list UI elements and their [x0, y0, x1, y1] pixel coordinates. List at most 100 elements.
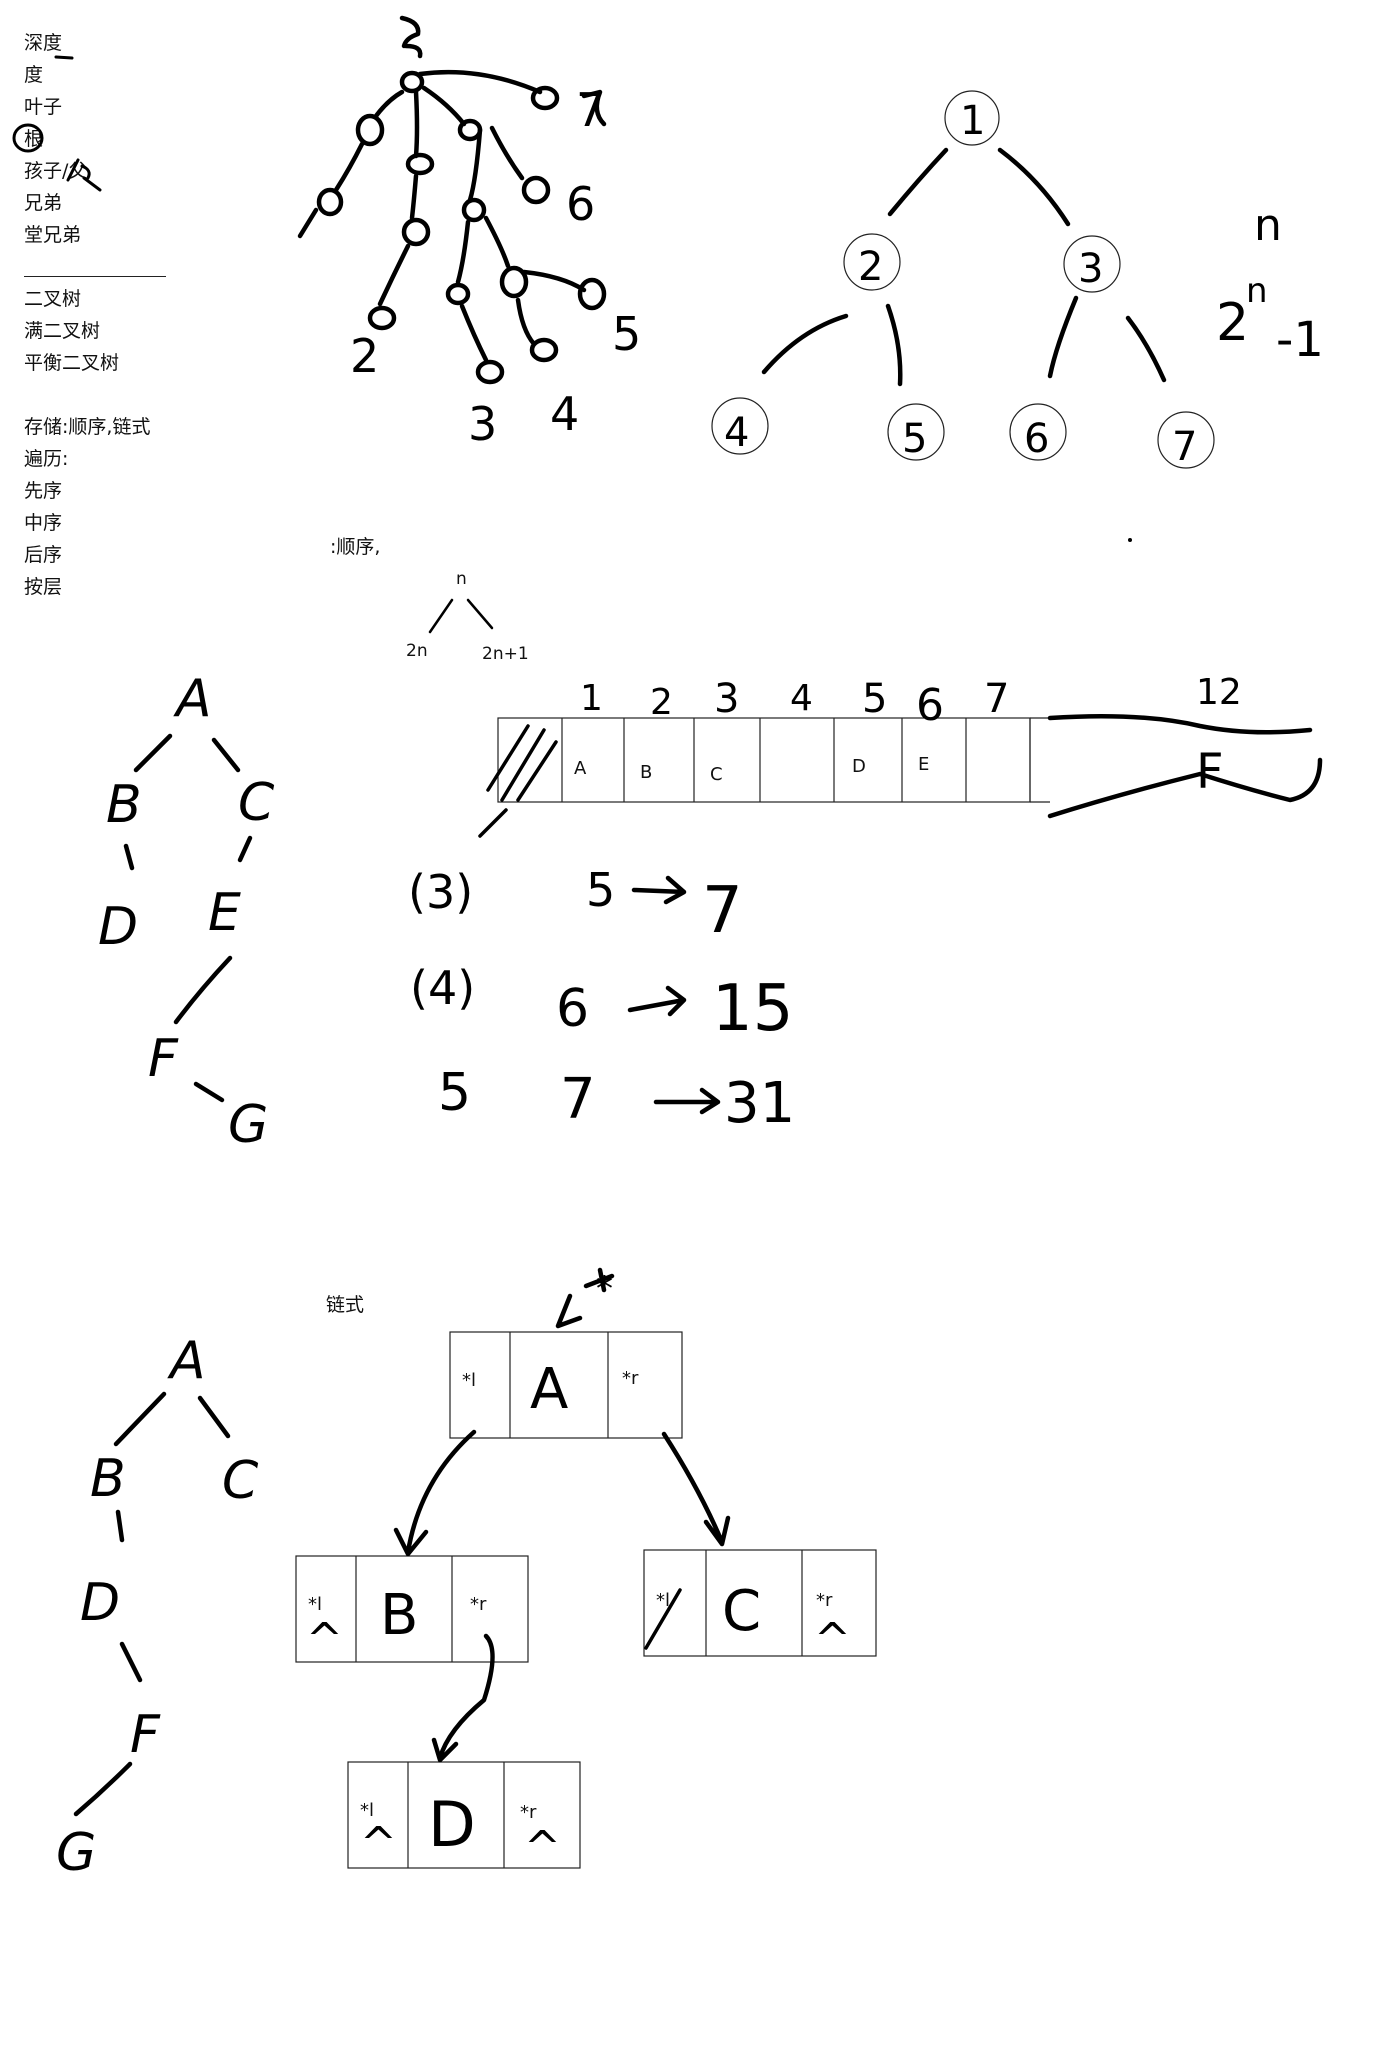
array-dividers: [561, 718, 1031, 802]
general-tree-edge: [409, 173, 419, 221]
array-slot0-hatch: [478, 724, 558, 838]
linked-node-A-value: A: [530, 1357, 568, 1422]
tree2-node-C: C: [222, 1451, 259, 1511]
general-tree-edge: [515, 297, 537, 347]
general-tree-node: [577, 277, 607, 311]
general-tree-mark: [581, 89, 607, 127]
general-tree-label-7: 7: [576, 83, 605, 137]
array-frame-extension: [1030, 717, 1050, 803]
linked-node-box: [295, 1555, 529, 1663]
formula-parent-n: n: [456, 569, 467, 589]
concept-leaf: 叶子: [24, 96, 63, 118]
parent-mark: [66, 158, 102, 192]
general-tree-node: [461, 197, 487, 223]
linked-node-dividers: [705, 1550, 803, 1656]
traversal-label: 遍历:: [24, 448, 69, 470]
general-tree-node: [367, 305, 397, 331]
tree2-node-A: A: [167, 1331, 206, 1391]
linked-node-B-value: B: [380, 1583, 418, 1648]
tree-node-circle: [711, 397, 769, 455]
linked-node-A-left: *l: [462, 1370, 476, 1391]
general-tree-root-letter: [399, 15, 423, 59]
array-cell-3: C: [710, 764, 723, 785]
formula-left-2n: 2n: [406, 641, 428, 661]
growth-to-3: 31: [724, 1071, 795, 1136]
full-tree-node-5: 5: [902, 416, 927, 462]
linked-label: 链式: [326, 1294, 365, 1316]
tree-edge: [123, 843, 135, 871]
general-tree-node: [521, 175, 551, 205]
tree-edge: [115, 1509, 125, 1543]
general-tree-node: [457, 118, 483, 142]
array-cell-1: A: [574, 758, 587, 779]
full-tree-node-2: 2: [858, 244, 883, 290]
linked-node-A-right: *r: [622, 1368, 639, 1389]
general-tree-label-2: 2: [350, 329, 379, 383]
array-value-F: F: [1196, 744, 1224, 800]
general-tree-edge: [413, 89, 420, 159]
linked-node-C-left: *l: [656, 1590, 670, 1611]
array-cell-5: D: [852, 756, 866, 777]
growth-from-1: 5: [586, 863, 615, 917]
stray-dot: [1128, 538, 1132, 542]
array-cell-2: B: [640, 762, 652, 783]
tree-edge: [885, 303, 903, 387]
tree-edge: [113, 1391, 167, 1447]
tree1-node-G: G: [228, 1095, 268, 1155]
growth-to-1: 7: [702, 874, 743, 948]
tree1-node-B: B: [106, 775, 142, 835]
pointer-mark: [555, 1267, 615, 1329]
linked-node-box: [347, 1761, 581, 1869]
general-tree-label-6: 6: [566, 177, 595, 231]
growth-level-2: (4): [410, 961, 475, 1015]
tree2-edges: [73, 1391, 231, 1817]
null-slash-mark: [644, 1588, 682, 1650]
general-tree-sketch: [297, 15, 607, 385]
full-binary-tree-label: 满二叉树: [24, 320, 101, 342]
general-tree-node: [405, 152, 435, 176]
null-mark-D-right: ^: [524, 1822, 561, 1873]
pointer-star: *: [596, 1269, 613, 1309]
tree-edge: [237, 835, 253, 863]
sequential-label: :顺序,: [330, 536, 381, 558]
general-tree-node: [529, 337, 559, 363]
growth-from-2: 6: [556, 979, 589, 1039]
general-tree-edge: [421, 85, 467, 127]
tree1-node-E: E: [208, 883, 241, 943]
tree-edge: [119, 1641, 143, 1683]
arrow-icon: [431, 1633, 495, 1763]
tree-edge: [173, 955, 233, 1025]
tree-node-circle: [887, 403, 945, 461]
linked-node-D-right: *r: [520, 1802, 537, 1823]
concept-depth: 深度: [24, 32, 63, 54]
binary-tree-label: 二叉树: [24, 288, 82, 310]
general-tree-node: [401, 217, 431, 247]
full-tree-node-7: 7: [1172, 424, 1197, 470]
array-extension-sketch: [1047, 713, 1323, 819]
tree1-node-A: A: [173, 669, 212, 729]
storage-label: 存储:顺序,链式: [24, 416, 151, 438]
depth-underline-mark: [54, 55, 74, 60]
tree-edge: [73, 1761, 133, 1817]
formula-exponent: n: [1246, 271, 1268, 311]
general-tree-edge: [417, 69, 543, 95]
full-binary-tree: [711, 90, 1215, 469]
arrow-icon: [627, 985, 687, 1017]
growth-level-3: 5: [438, 1063, 471, 1123]
null-mark-C-right: ^: [814, 1614, 851, 1665]
arrow-icon: [393, 1429, 477, 1557]
general-tree-edge: [483, 215, 511, 269]
linked-node-D-left: *l: [360, 1800, 374, 1821]
general-tree-node: [316, 187, 344, 217]
array-index-5: 5: [862, 676, 887, 722]
arrow-icon: [653, 1087, 721, 1115]
general-tree-edge: [297, 207, 319, 239]
tree1-node-F: F: [148, 1029, 179, 1089]
full-tree-level-n: n: [1254, 200, 1282, 251]
general-tree-edge: [373, 89, 405, 119]
general-tree-edge: [467, 127, 483, 203]
null-mark-D-left: ^: [360, 1818, 397, 1869]
general-tree-edge: [521, 269, 587, 293]
concept-root: 根: [24, 128, 44, 150]
